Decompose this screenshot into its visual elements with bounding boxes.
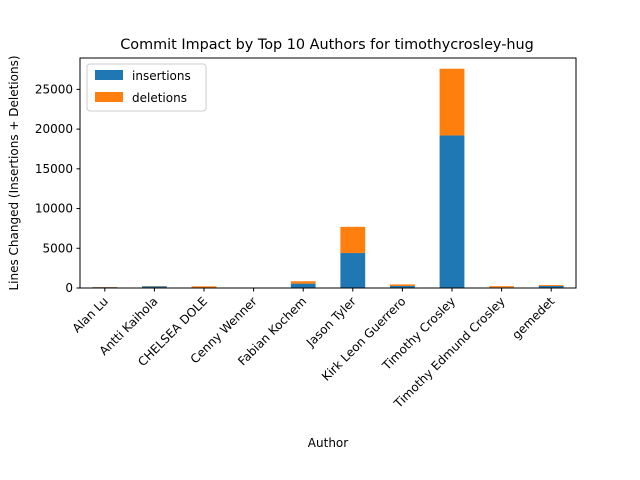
- x-tick-label: Alan Lu: [70, 294, 111, 335]
- bar-deletions-8: [489, 286, 514, 288]
- bar-insertions-4: [290, 283, 316, 288]
- bar-deletions-4: [290, 281, 316, 284]
- x-tick-label: gemedet: [509, 294, 557, 342]
- y-tick-label: 25000: [35, 82, 73, 96]
- bar-deletions-6: [390, 284, 415, 287]
- y-tick-label: 15000: [35, 162, 73, 176]
- bar-insertions-9: [538, 286, 564, 288]
- bar-insertions-1: [142, 286, 167, 288]
- bar-deletions-9: [538, 285, 564, 287]
- legend-swatch-insertions: [95, 70, 123, 80]
- y-tick-label: 0: [65, 281, 73, 295]
- legend: insertions deletions: [86, 63, 207, 112]
- bar-insertions-6: [390, 286, 415, 288]
- y-axis-title: Lines Changed (Insertions + Deletions): [7, 55, 21, 290]
- chart-title: Commit Impact by Top 10 Authors for timo…: [120, 37, 534, 53]
- plot-frame: [79, 57, 577, 289]
- y-tick-label: 5000: [42, 241, 73, 255]
- bars-layer: [92, 68, 564, 288]
- y-tick-label: 10000: [35, 202, 73, 216]
- y-tick-label: 20000: [35, 122, 73, 136]
- y-axis: 0 5000 10000 15000 20000 25000: [35, 82, 80, 295]
- legend-label-insertions: insertions: [132, 69, 191, 83]
- legend-label-deletions: deletions: [132, 91, 187, 105]
- bar-deletions-5: [340, 226, 366, 254]
- x-axis-title: Author: [308, 436, 348, 450]
- bar-deletions-7: [439, 68, 465, 136]
- bar-insertions-5: [340, 253, 366, 288]
- bar-insertions-7: [439, 135, 465, 288]
- x-tick-label: Kirk Leon Guerrero: [319, 294, 409, 384]
- bar-deletions-2: [191, 286, 217, 288]
- legend-swatch-deletions: [95, 92, 123, 102]
